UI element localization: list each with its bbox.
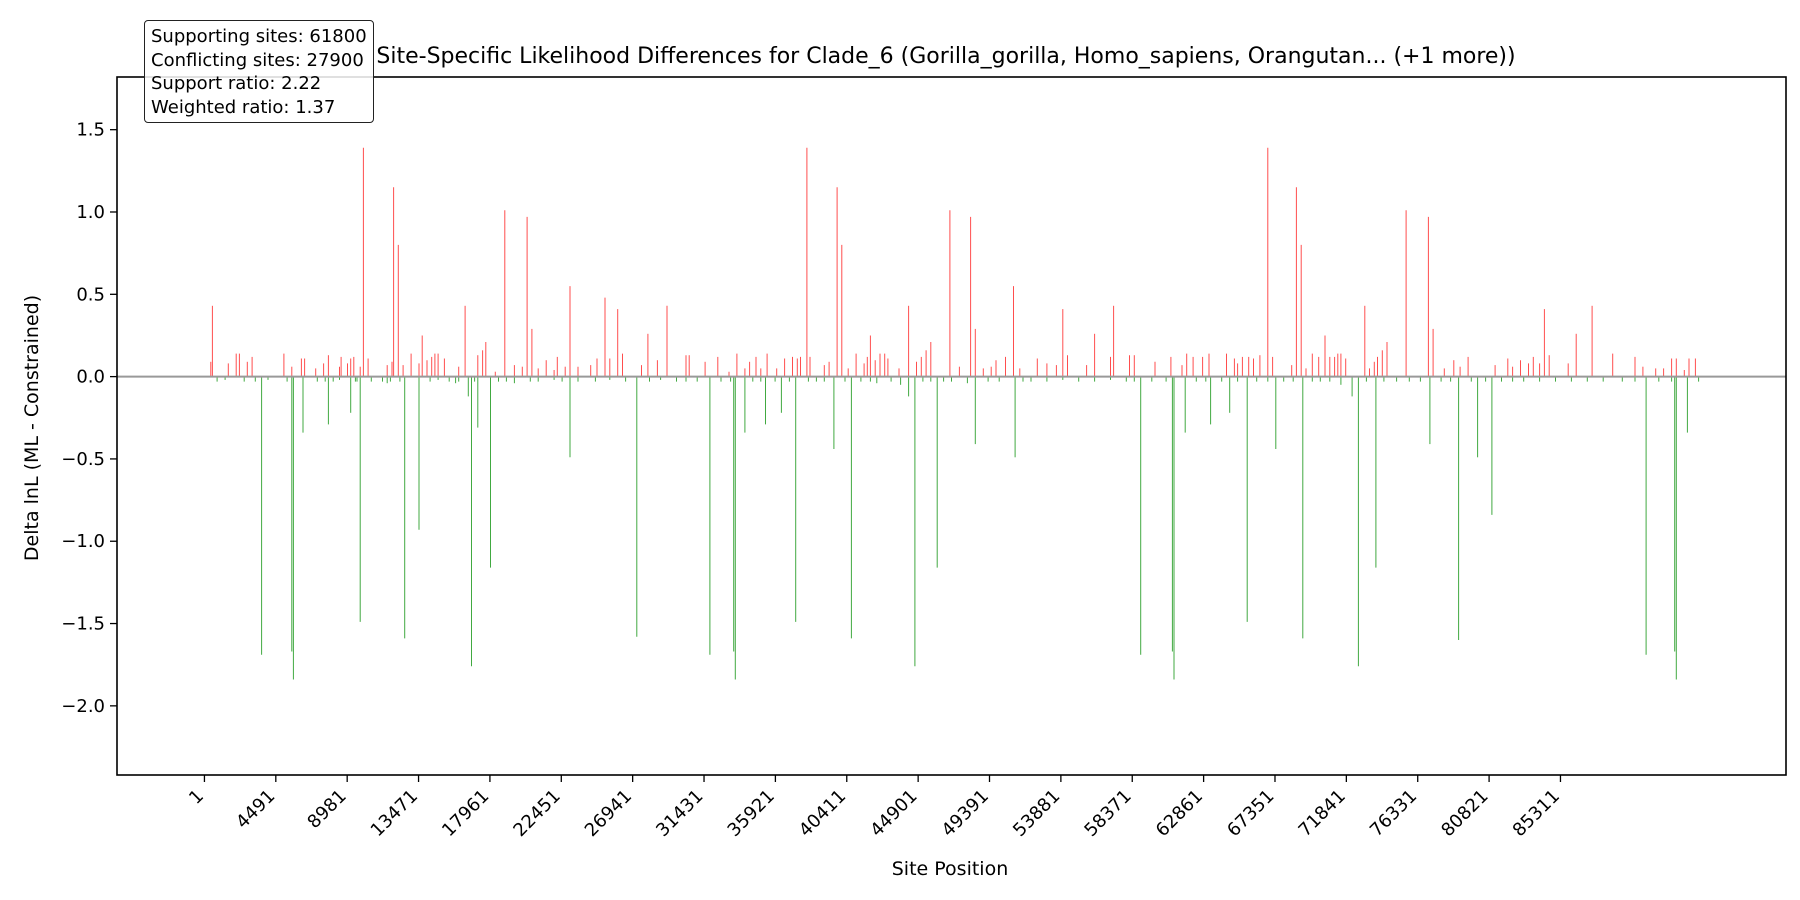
x-tick-label: 1	[185, 786, 208, 809]
y-tick-label: −1.0	[61, 531, 105, 552]
y-axis: 1.5 1.0 0.5 0.0 −0.5 −1.0 −1.5 −2.0	[61, 120, 117, 717]
y-tick-label: 1.0	[76, 202, 105, 223]
x-tick-label: 31431	[652, 786, 707, 841]
x-tick-label: 53881	[1009, 786, 1064, 841]
x-tick-label: 62861	[1152, 786, 1207, 841]
x-axis-label: Site Position	[892, 858, 1009, 880]
x-tick-label: 58371	[1080, 786, 1135, 841]
x-tick-label: 17961	[438, 786, 493, 841]
y-tick-label: −2.0	[61, 696, 105, 717]
x-axis: 1 4491 8981 13471 17961 22451 26941 31431 35921 4…	[185, 775, 1564, 841]
y-tick-label: −1.5	[61, 614, 105, 635]
x-tick-label: 26941	[581, 786, 636, 841]
x-tick-label: 35921	[724, 786, 779, 841]
x-tick-label: 44901	[866, 786, 921, 841]
axes-frame	[116, 76, 1787, 776]
x-tick-label: 8981	[303, 786, 350, 833]
x-tick-label: 40411	[795, 786, 850, 841]
y-axis-label: Delta lnL (ML - Constrained)	[21, 295, 43, 561]
x-tick-label: 85311	[1509, 786, 1564, 841]
x-tick-label: 76331	[1366, 786, 1421, 841]
x-tick-label: 71841	[1295, 786, 1350, 841]
stats-box: Supporting sites: 61800 Conflicting site…	[144, 20, 374, 123]
chart-title: Site-Specific Likelihood Differences for…	[376, 44, 1515, 69]
x-tick-label: 67351	[1223, 786, 1278, 841]
x-tick-label: 22451	[509, 786, 564, 841]
conflicting-sites-text: Conflicting sites: 27900	[151, 49, 364, 71]
x-tick-label: 80821	[1437, 786, 1492, 841]
y-tick-label: 0.5	[76, 284, 105, 305]
y-tick-label: −0.5	[61, 449, 105, 470]
y-tick-label: 0.0	[76, 367, 105, 388]
y-tick-label: 1.5	[76, 120, 105, 141]
weighted-ratio-text: Weighted ratio: 1.37	[151, 96, 336, 118]
x-tick-label: 4491	[232, 786, 279, 833]
x-tick-label: 13471	[367, 786, 422, 841]
support-ratio-text: Support ratio: 2.22	[151, 73, 322, 94]
x-tick-label: 49391	[938, 786, 993, 841]
supporting-sites-text: Supporting sites: 61800	[151, 26, 367, 47]
